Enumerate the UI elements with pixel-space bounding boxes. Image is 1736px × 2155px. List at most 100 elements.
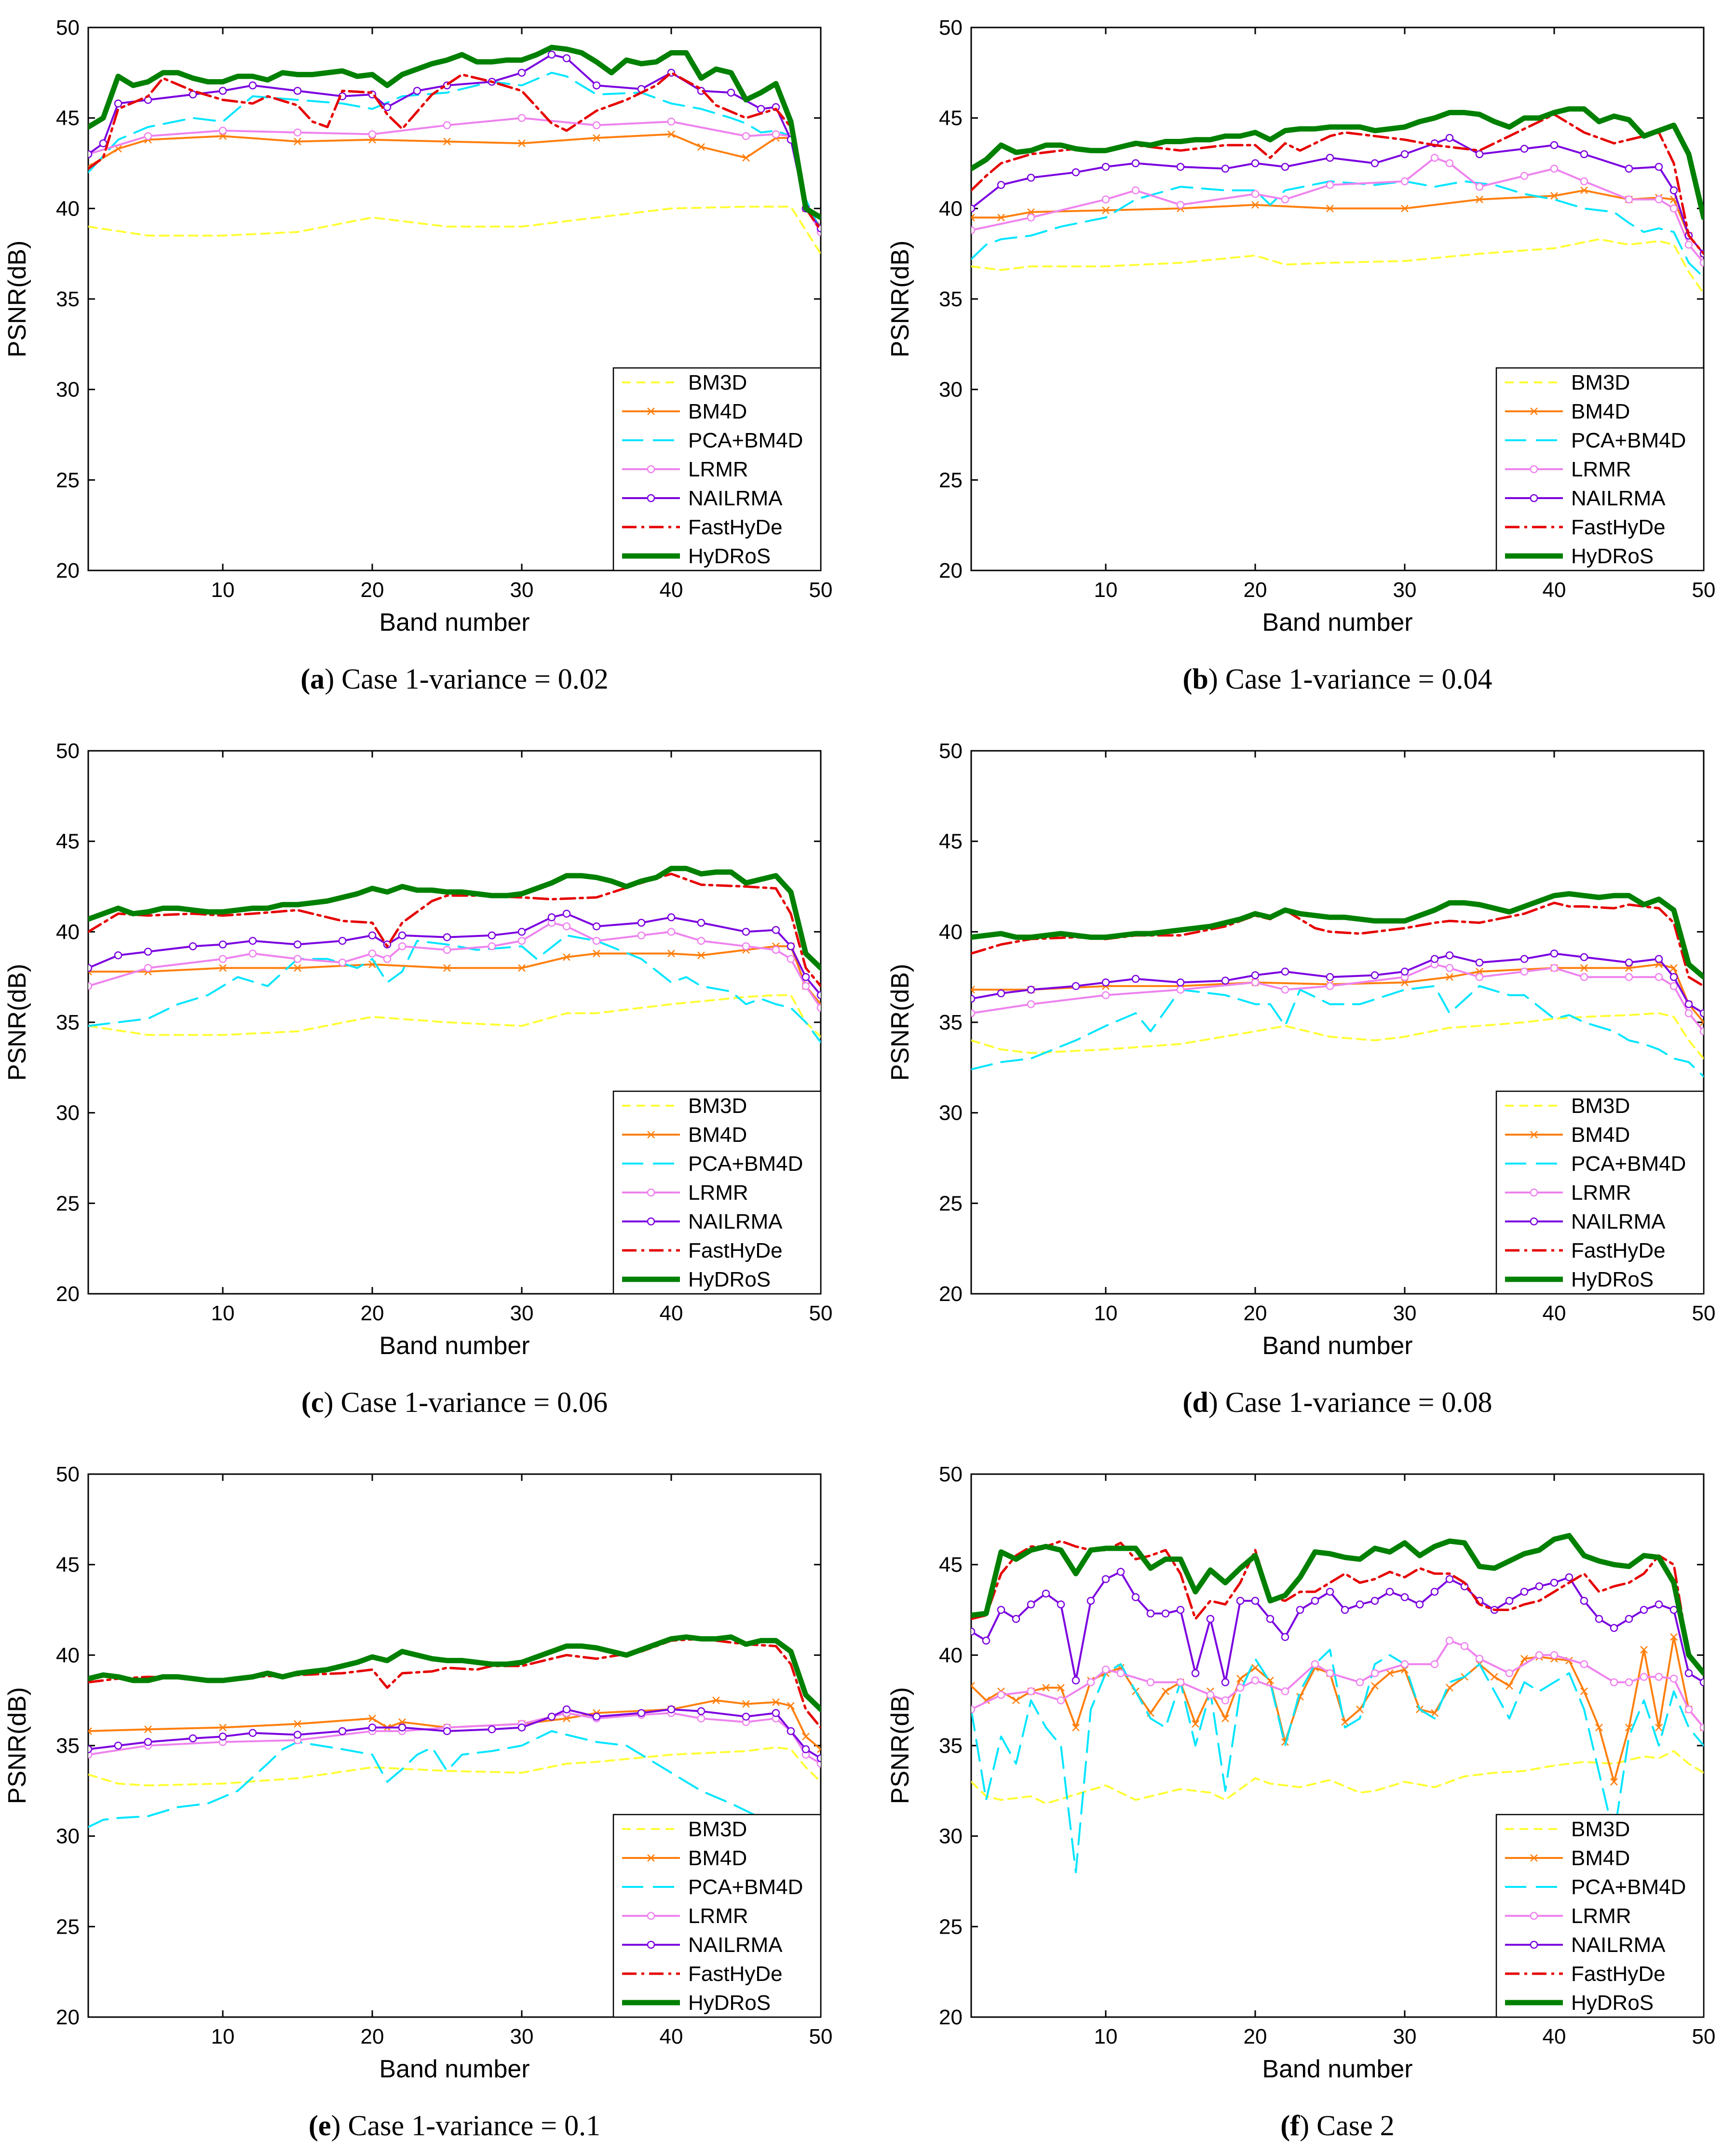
y-tick-label: 45 xyxy=(56,1553,80,1577)
panel-a: 10 20 30 40 50 20 25 30 35 40 45 50 Band number PSNR(… xyxy=(3,16,832,695)
data-point xyxy=(742,1700,750,1708)
data-point xyxy=(1012,1615,1020,1623)
data-point xyxy=(971,986,975,994)
x-tick-label: 40 xyxy=(660,578,683,602)
legend-label-fasthyde: FastHyDe xyxy=(688,1962,783,1986)
legend-label-pca-bm4d: PCA+BM4D xyxy=(688,429,803,452)
y-tick-label: 30 xyxy=(56,1101,80,1125)
legend: BM3D BM4D PCA+BM4D LRMR NAILRMA FastHyDe HyDRo… xyxy=(612,367,822,571)
data-point xyxy=(1251,1676,1260,1685)
data-point xyxy=(697,1707,705,1715)
legend-label-lrmr: LRMR xyxy=(1571,458,1631,481)
legend-label-bm3d: BM3D xyxy=(1571,1094,1630,1118)
y-tick-label: 20 xyxy=(56,559,80,583)
data-point xyxy=(88,964,93,972)
y-tick-label: 25 xyxy=(56,1915,80,1938)
series-line-bm3d xyxy=(971,238,1704,295)
data-point xyxy=(488,942,496,950)
x-tick-label: 40 xyxy=(660,2025,683,2048)
data-point xyxy=(99,139,108,148)
series-line-bm4d xyxy=(971,1636,1704,1783)
data-point xyxy=(1505,1597,1514,1605)
data-point xyxy=(1281,163,1289,171)
x-tick-label: 20 xyxy=(361,578,384,602)
series-line-fasthyde xyxy=(88,71,821,231)
x-tick-label: 20 xyxy=(1244,2025,1267,2048)
data-point xyxy=(293,87,302,95)
data-point xyxy=(189,90,197,99)
legend-label-pca-bm4d: PCA+BM4D xyxy=(1571,1875,1686,1899)
y-tick-label: 40 xyxy=(939,197,963,220)
x-tick-label: 40 xyxy=(1543,578,1566,602)
data-point xyxy=(1356,1678,1364,1686)
y-tick-label: 30 xyxy=(939,378,963,402)
y-axis-title: PSNR(dB) xyxy=(3,241,31,358)
data-point xyxy=(971,1009,976,1017)
series-line-pca-bm4d xyxy=(88,71,821,231)
data-point xyxy=(1684,1669,1693,1678)
data-point xyxy=(1684,1000,1693,1008)
data-point xyxy=(293,955,302,963)
legend-label-lrmr: LRMR xyxy=(1571,1181,1631,1205)
data-point xyxy=(697,951,705,960)
y-tick-label: 30 xyxy=(939,1825,963,1848)
data-point xyxy=(772,130,780,138)
caption-body: Case 2 xyxy=(1316,2110,1395,2141)
legend: BM3D BM4D PCA+BM4D LRMR NAILRMA FastHyDe HyDRo… xyxy=(612,1090,822,1295)
x-tick-label: 30 xyxy=(510,578,534,602)
legend-label-bm4d: BM4D xyxy=(688,1123,747,1147)
data-point xyxy=(562,54,571,63)
x-tick-label: 50 xyxy=(1692,578,1716,602)
data-point xyxy=(1535,1651,1544,1659)
data-point xyxy=(1221,1696,1230,1705)
series-line-lrmr xyxy=(971,157,1704,264)
data-point xyxy=(1146,1678,1155,1686)
data-point xyxy=(1580,1687,1588,1695)
data-point xyxy=(1625,195,1633,203)
data-point xyxy=(1580,973,1588,981)
data-point xyxy=(1206,1615,1215,1623)
data-point xyxy=(1102,206,1110,214)
data-point xyxy=(1116,1568,1125,1576)
data-point xyxy=(667,130,675,138)
data-point xyxy=(697,936,705,945)
data-point xyxy=(88,150,93,158)
data-point xyxy=(248,936,257,945)
series-line-bm4d xyxy=(971,189,1704,255)
legend-label-nailrma: NAILRMA xyxy=(688,1210,783,1233)
legend-label-bm3d: BM3D xyxy=(1571,371,1630,394)
data-point xyxy=(1580,953,1588,962)
series-group xyxy=(88,44,821,255)
data-point xyxy=(517,114,526,122)
legend-label-bm3d: BM3D xyxy=(1571,1817,1630,1841)
y-tick-label: 35 xyxy=(56,1011,80,1034)
data-point xyxy=(1027,1000,1035,1008)
data-point xyxy=(383,955,392,963)
data-point xyxy=(1311,1597,1319,1605)
x-tick-label: 10 xyxy=(1094,1301,1118,1325)
data-point xyxy=(398,1723,407,1732)
x-tick-label: 30 xyxy=(1393,2025,1417,2048)
data-point xyxy=(218,87,227,95)
data-point xyxy=(1684,241,1693,249)
data-point xyxy=(1431,1709,1438,1717)
data-point xyxy=(1071,982,1080,990)
data-point xyxy=(1565,1573,1573,1582)
data-point xyxy=(1071,1676,1080,1685)
series-line-hydros xyxy=(971,106,1704,220)
data-point xyxy=(971,226,976,234)
y-tick-label: 20 xyxy=(939,1282,963,1306)
data-point xyxy=(219,964,227,972)
data-point xyxy=(1101,1666,1110,1674)
x-tick-label: 10 xyxy=(211,2025,235,2048)
panel-caption: (e) Case 1-variance = 0.1 xyxy=(309,2110,600,2141)
data-point xyxy=(697,1714,705,1722)
data-point xyxy=(1281,1633,1289,1641)
data-point xyxy=(1669,1606,1678,1614)
y-tick-label: 20 xyxy=(939,559,963,583)
panel-c: 10 20 30 40 50 20 25 30 35 40 45 50 Band number PSNR(… xyxy=(3,739,832,1418)
x-axis-title: Band number xyxy=(1262,609,1412,637)
y-tick-label: 50 xyxy=(56,739,80,763)
y-tick-label: 20 xyxy=(56,1282,80,1306)
data-point xyxy=(593,949,600,958)
